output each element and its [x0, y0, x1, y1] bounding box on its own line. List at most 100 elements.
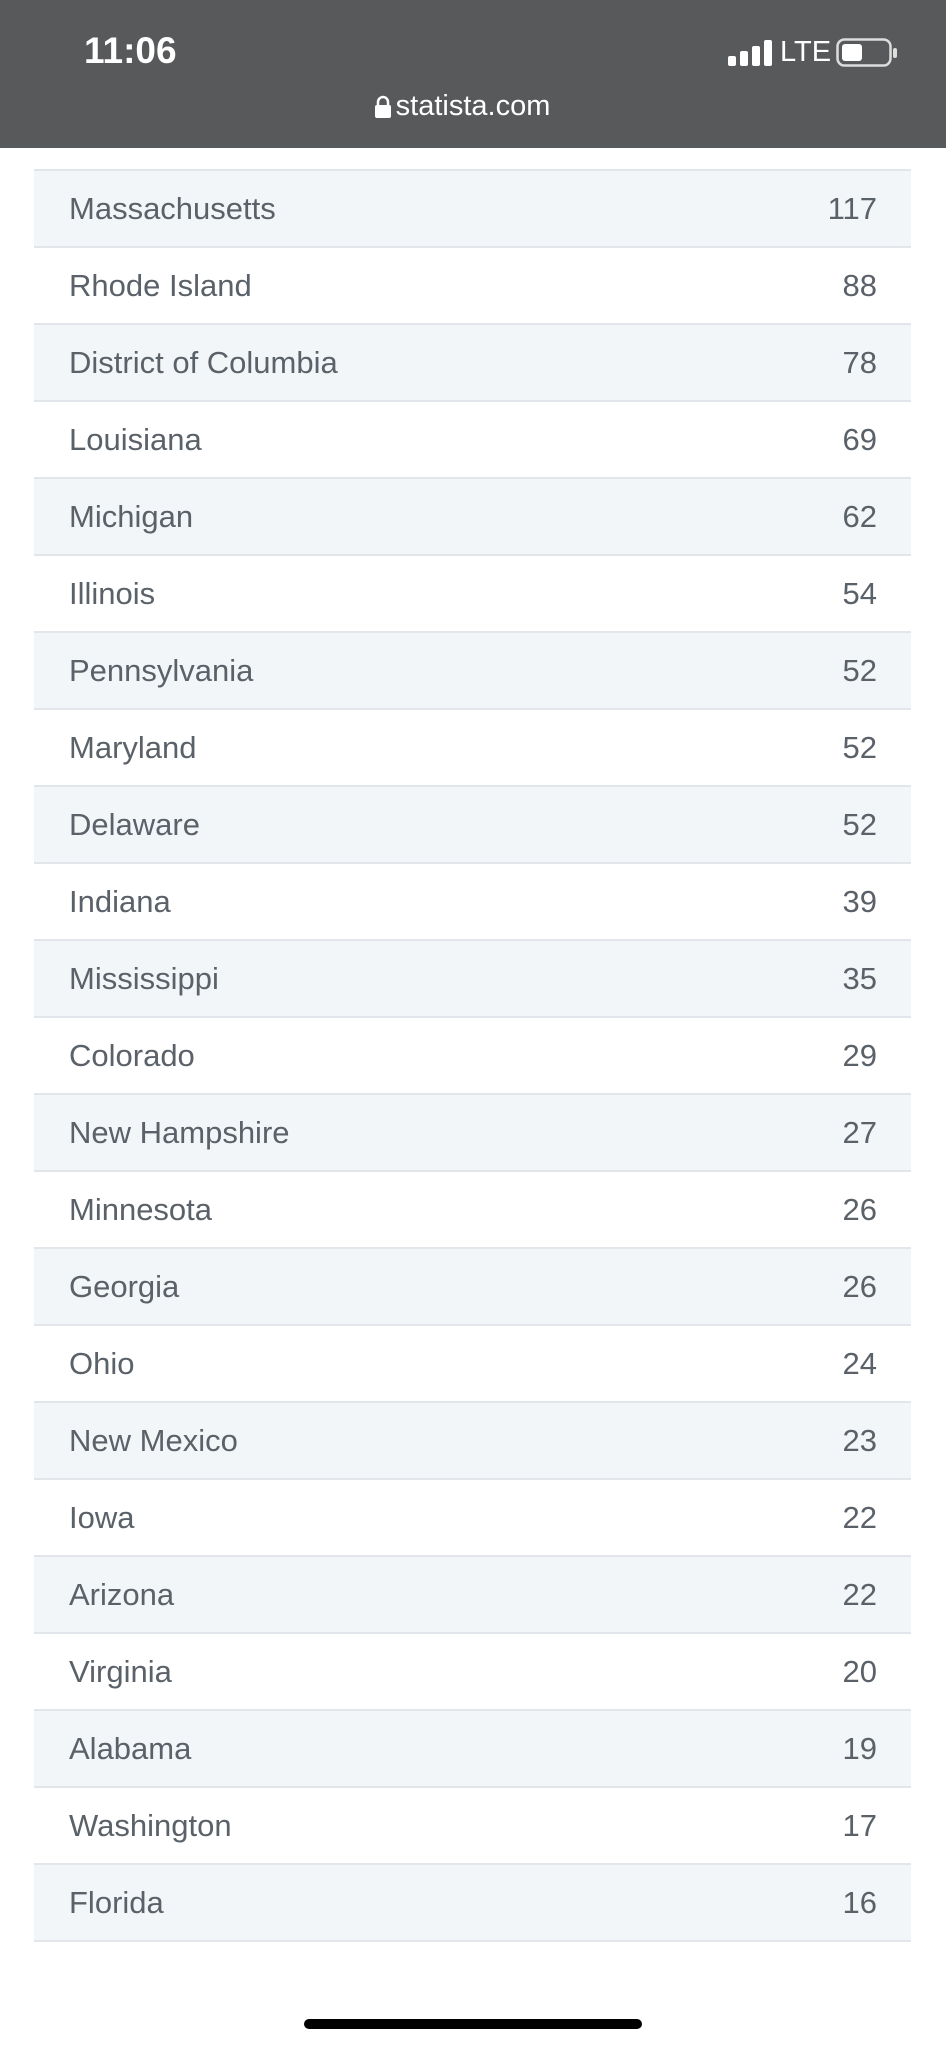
state-cell: Rhode Island [34, 246, 723, 325]
table-row: Arizona 22 [34, 1555, 911, 1634]
state-name: New Hampshire [69, 1114, 290, 1150]
state-name: Washington [69, 1807, 232, 1843]
state-cell: Massachusetts [34, 169, 723, 248]
state-name: Rhode Island [69, 267, 252, 303]
state-cell: Iowa [34, 1478, 723, 1557]
state-cell: Ohio [34, 1324, 723, 1403]
state-cell: Minnesota [34, 1170, 723, 1249]
state-name: Georgia [69, 1268, 180, 1304]
status-bar: 11:06 LTE statista.com [0, 0, 946, 148]
value: 35 [722, 939, 911, 1018]
battery-icon [836, 38, 897, 67]
value: 117 [722, 169, 911, 248]
state-cell: Washington [34, 1786, 723, 1865]
state-name: Louisiana [69, 421, 202, 457]
table-row: Indiana 39 [34, 862, 911, 941]
value: 52 [722, 785, 911, 864]
table-row: Delaware 52 [34, 785, 911, 864]
network: LTE [780, 36, 832, 68]
state-cell: Louisiana [34, 400, 723, 479]
table-row: Pennsylvania 52 [34, 631, 911, 710]
table-row: Georgia 26 [34, 1247, 911, 1326]
lock-icon [375, 95, 391, 118]
value: 39 [722, 862, 911, 941]
value: 54 [722, 554, 911, 633]
value: 22 [722, 1555, 911, 1634]
state-cell: Arizona [34, 1555, 723, 1634]
table-row: Washington 17 [34, 1786, 911, 1865]
value: 22 [722, 1478, 911, 1557]
state-name: Ohio [69, 1345, 135, 1381]
value: 26 [722, 1170, 911, 1249]
table-row: Virginia 20 [34, 1632, 911, 1711]
state-name: Maryland [69, 729, 197, 765]
table-row: Alabama 19 [34, 1709, 911, 1788]
state-cell: Alabama [34, 1709, 723, 1788]
value: 78 [722, 323, 911, 402]
home-indicator[interactable] [304, 2019, 642, 2029]
state-name: Colorado [69, 1037, 195, 1073]
state-cell: Florida [34, 1863, 723, 1942]
state-name: Iowa [69, 1499, 135, 1535]
table-row: Iowa 22 [34, 1478, 911, 1557]
state-cell: Maryland [34, 708, 723, 787]
value: 62 [722, 477, 911, 556]
table-row: Ohio 24 [34, 1324, 911, 1403]
state-name: Indiana [69, 883, 171, 919]
value: 16 [722, 1863, 911, 1942]
state-name: Massachusetts [69, 190, 276, 226]
state-name: New Mexico [69, 1422, 238, 1458]
table-row: Minnesota 26 [34, 1170, 911, 1249]
value: 17 [722, 1786, 911, 1865]
data-table: Massachusetts 117 Rhode Island 88 District o… [34, 169, 911, 1942]
value: 20 [722, 1632, 911, 1711]
state-cell: New Mexico [34, 1401, 723, 1480]
value: 26 [722, 1247, 911, 1326]
state-name: Mississippi [69, 960, 219, 996]
value: 52 [722, 631, 911, 710]
value: 29 [722, 1016, 911, 1095]
state-cell: Colorado [34, 1016, 723, 1095]
table-row: Rhode Island 88 [34, 246, 911, 325]
table-row: Illinois 54 [34, 554, 911, 633]
table-row: New Mexico 23 [34, 1401, 911, 1480]
state-cell: Georgia [34, 1247, 723, 1326]
state-cell: New Hampshire [34, 1093, 723, 1172]
table-row: District of Columbia 78 [34, 323, 911, 402]
state-name: Michigan [69, 498, 194, 534]
value: 23 [722, 1401, 911, 1480]
table-row: Florida 16 [34, 1863, 911, 1942]
value: 27 [722, 1093, 911, 1172]
state-cell: Pennsylvania [34, 631, 723, 710]
state-name: Alabama [69, 1730, 192, 1766]
value: 69 [722, 400, 911, 479]
value: 88 [722, 246, 911, 325]
state-name: Illinois [69, 575, 156, 611]
state-cell: Michigan [34, 477, 723, 556]
state-name: Virginia [69, 1653, 172, 1689]
value: 52 [722, 708, 911, 787]
state-name: Arizona [69, 1576, 175, 1612]
table-row: Louisiana 69 [34, 400, 911, 479]
state-cell: Delaware [34, 785, 723, 864]
value: 24 [722, 1324, 911, 1403]
state-cell: Virginia [34, 1632, 723, 1711]
table-row: Mississippi 35 [34, 939, 911, 1018]
state-name: Delaware [69, 806, 200, 842]
url[interactable]: statista.com [395, 90, 551, 122]
state-cell: District of Columbia [34, 323, 723, 402]
table-row: New Hampshire 27 [34, 1093, 911, 1172]
value: 19 [722, 1709, 911, 1788]
table-row: Maryland 52 [34, 708, 911, 787]
state-cell: Mississippi [34, 939, 723, 1018]
state-cell: Illinois [34, 554, 723, 633]
signal-icon [728, 40, 772, 66]
state-name: Minnesota [69, 1191, 213, 1227]
table-row: Massachusetts 117 [34, 169, 911, 248]
time: 11:06 [84, 30, 177, 71]
table-row: Michigan 62 [34, 477, 911, 556]
state-name: Florida [69, 1884, 164, 1920]
table-row: Colorado 29 [34, 1016, 911, 1095]
state-name: District of Columbia [69, 344, 338, 380]
